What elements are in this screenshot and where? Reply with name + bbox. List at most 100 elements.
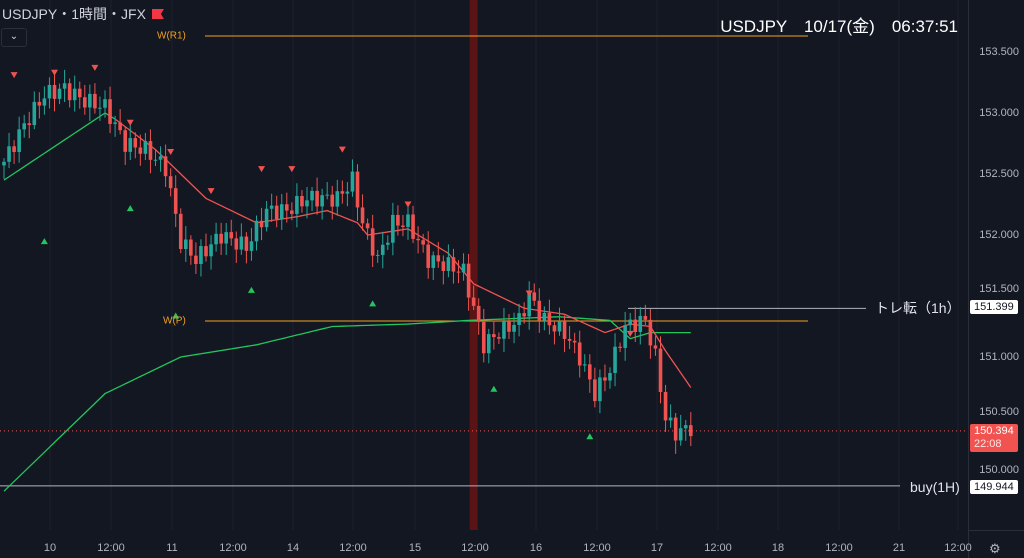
candle-body bbox=[219, 233, 223, 244]
buy-label: buy(1H) bbox=[910, 479, 960, 495]
sell-signal-icon bbox=[91, 64, 99, 71]
axis-divider bbox=[968, 530, 1024, 531]
trend-price-tag: 151.399 bbox=[970, 300, 1018, 314]
candle-body bbox=[598, 377, 602, 402]
candle-body bbox=[42, 98, 47, 106]
candle-body bbox=[471, 297, 476, 306]
candle-body bbox=[542, 312, 547, 321]
sell-signal-icon bbox=[626, 330, 634, 337]
symbol-title[interactable]: USDJPY・1時間・JFX bbox=[2, 4, 164, 24]
candle-body bbox=[668, 417, 673, 421]
candle-body bbox=[57, 88, 62, 99]
candle-body bbox=[396, 214, 400, 226]
candle-body bbox=[537, 300, 542, 321]
candle-body bbox=[360, 207, 365, 224]
candle-body bbox=[239, 236, 244, 250]
price-axis[interactable]: 153.500 153.000 152.500 152.000 151.500 151.0… bbox=[968, 0, 1024, 558]
candle-body bbox=[32, 101, 37, 126]
candle-body bbox=[224, 232, 228, 244]
candle-body bbox=[608, 372, 612, 381]
candle-body bbox=[108, 99, 112, 124]
candle-body bbox=[502, 321, 506, 339]
candle-body bbox=[572, 340, 577, 343]
candle-body bbox=[375, 254, 380, 256]
time-tick: 12:00 bbox=[825, 542, 853, 554]
time-tick: 14 bbox=[286, 542, 300, 554]
price-chart[interactable] bbox=[0, 0, 968, 558]
flag-icon[interactable] bbox=[151, 9, 164, 19]
time-tick: 12:00 bbox=[97, 542, 125, 554]
candle-body bbox=[426, 244, 430, 268]
candle-body bbox=[178, 213, 183, 250]
pivot-label: W(P) bbox=[163, 315, 186, 327]
buy-signal-icon bbox=[126, 205, 134, 212]
candle-body bbox=[628, 319, 632, 326]
clock-readout: USDJPY 10/17(金) 06:37:51 bbox=[720, 17, 958, 36]
candle-body bbox=[411, 214, 415, 239]
buy-signal-icon bbox=[40, 238, 48, 245]
ma-slow-line bbox=[3, 316, 691, 492]
candle-body bbox=[643, 315, 648, 320]
candle-body bbox=[431, 255, 436, 268]
candle-body bbox=[582, 364, 587, 366]
candle-body bbox=[487, 334, 491, 354]
candle-body bbox=[340, 191, 345, 194]
sell-signal-icon bbox=[404, 201, 412, 208]
candle-body bbox=[295, 196, 299, 214]
candle-body bbox=[148, 141, 153, 160]
candle-body bbox=[603, 377, 607, 381]
candle-body bbox=[497, 337, 501, 339]
price-tick: 150.000 bbox=[979, 464, 1019, 476]
candle-body bbox=[315, 190, 319, 207]
settings-gear-icon[interactable]: ⚙ bbox=[989, 541, 1001, 556]
time-tick: 18 bbox=[771, 542, 785, 554]
trend-reversal-label: トレ転（1h） bbox=[875, 300, 961, 316]
symbol-label: USDJPY・1時間・JFX bbox=[2, 6, 146, 22]
candle-body bbox=[199, 246, 203, 264]
chevron-down-icon[interactable]: ⌄ bbox=[1, 28, 27, 47]
candle-body bbox=[380, 244, 385, 255]
candle-body bbox=[264, 208, 269, 228]
candle-body bbox=[62, 83, 67, 89]
candle-body bbox=[320, 195, 324, 207]
candle-body bbox=[547, 312, 552, 326]
time-tick: 12:00 bbox=[219, 542, 247, 554]
candle-body bbox=[254, 220, 259, 242]
candle-body bbox=[391, 214, 395, 243]
price-tick: 150.500 bbox=[979, 406, 1019, 418]
candle-body bbox=[527, 292, 531, 317]
candle-body bbox=[683, 425, 688, 429]
buy-signal-icon bbox=[490, 385, 498, 392]
candle-body bbox=[436, 255, 441, 262]
candle-body bbox=[350, 171, 355, 192]
countdown: 22:08 bbox=[974, 438, 1002, 450]
candle-body bbox=[406, 214, 410, 227]
time-tick: 12:00 bbox=[339, 542, 367, 554]
time-tick: 21 bbox=[892, 542, 906, 554]
candle-body bbox=[446, 257, 451, 271]
time-tick: 12:00 bbox=[583, 542, 611, 554]
candle-body bbox=[345, 191, 350, 194]
sell-signal-icon bbox=[338, 146, 346, 153]
candle-body bbox=[88, 93, 92, 108]
candle-body bbox=[678, 428, 683, 441]
candle-body bbox=[279, 204, 284, 220]
candle-body bbox=[623, 325, 627, 348]
time-tick: 12:00 bbox=[704, 542, 732, 554]
time-tick: 11 bbox=[166, 542, 178, 554]
candle-body bbox=[249, 241, 254, 251]
candle-body bbox=[401, 225, 405, 227]
buy-signal-icon bbox=[172, 312, 180, 319]
candle-body bbox=[133, 138, 138, 148]
sell-signal-icon bbox=[51, 69, 58, 76]
candle-body bbox=[67, 83, 72, 101]
candle-body bbox=[204, 246, 208, 257]
current-price: 150.394 bbox=[974, 425, 1014, 437]
candle-body bbox=[689, 425, 693, 437]
candle-body bbox=[451, 257, 456, 272]
sell-signal-icon bbox=[10, 72, 18, 79]
candle-body bbox=[229, 232, 234, 239]
candle-body bbox=[118, 122, 122, 131]
price-tick: 153.500 bbox=[979, 46, 1019, 58]
candle-body bbox=[663, 391, 668, 421]
